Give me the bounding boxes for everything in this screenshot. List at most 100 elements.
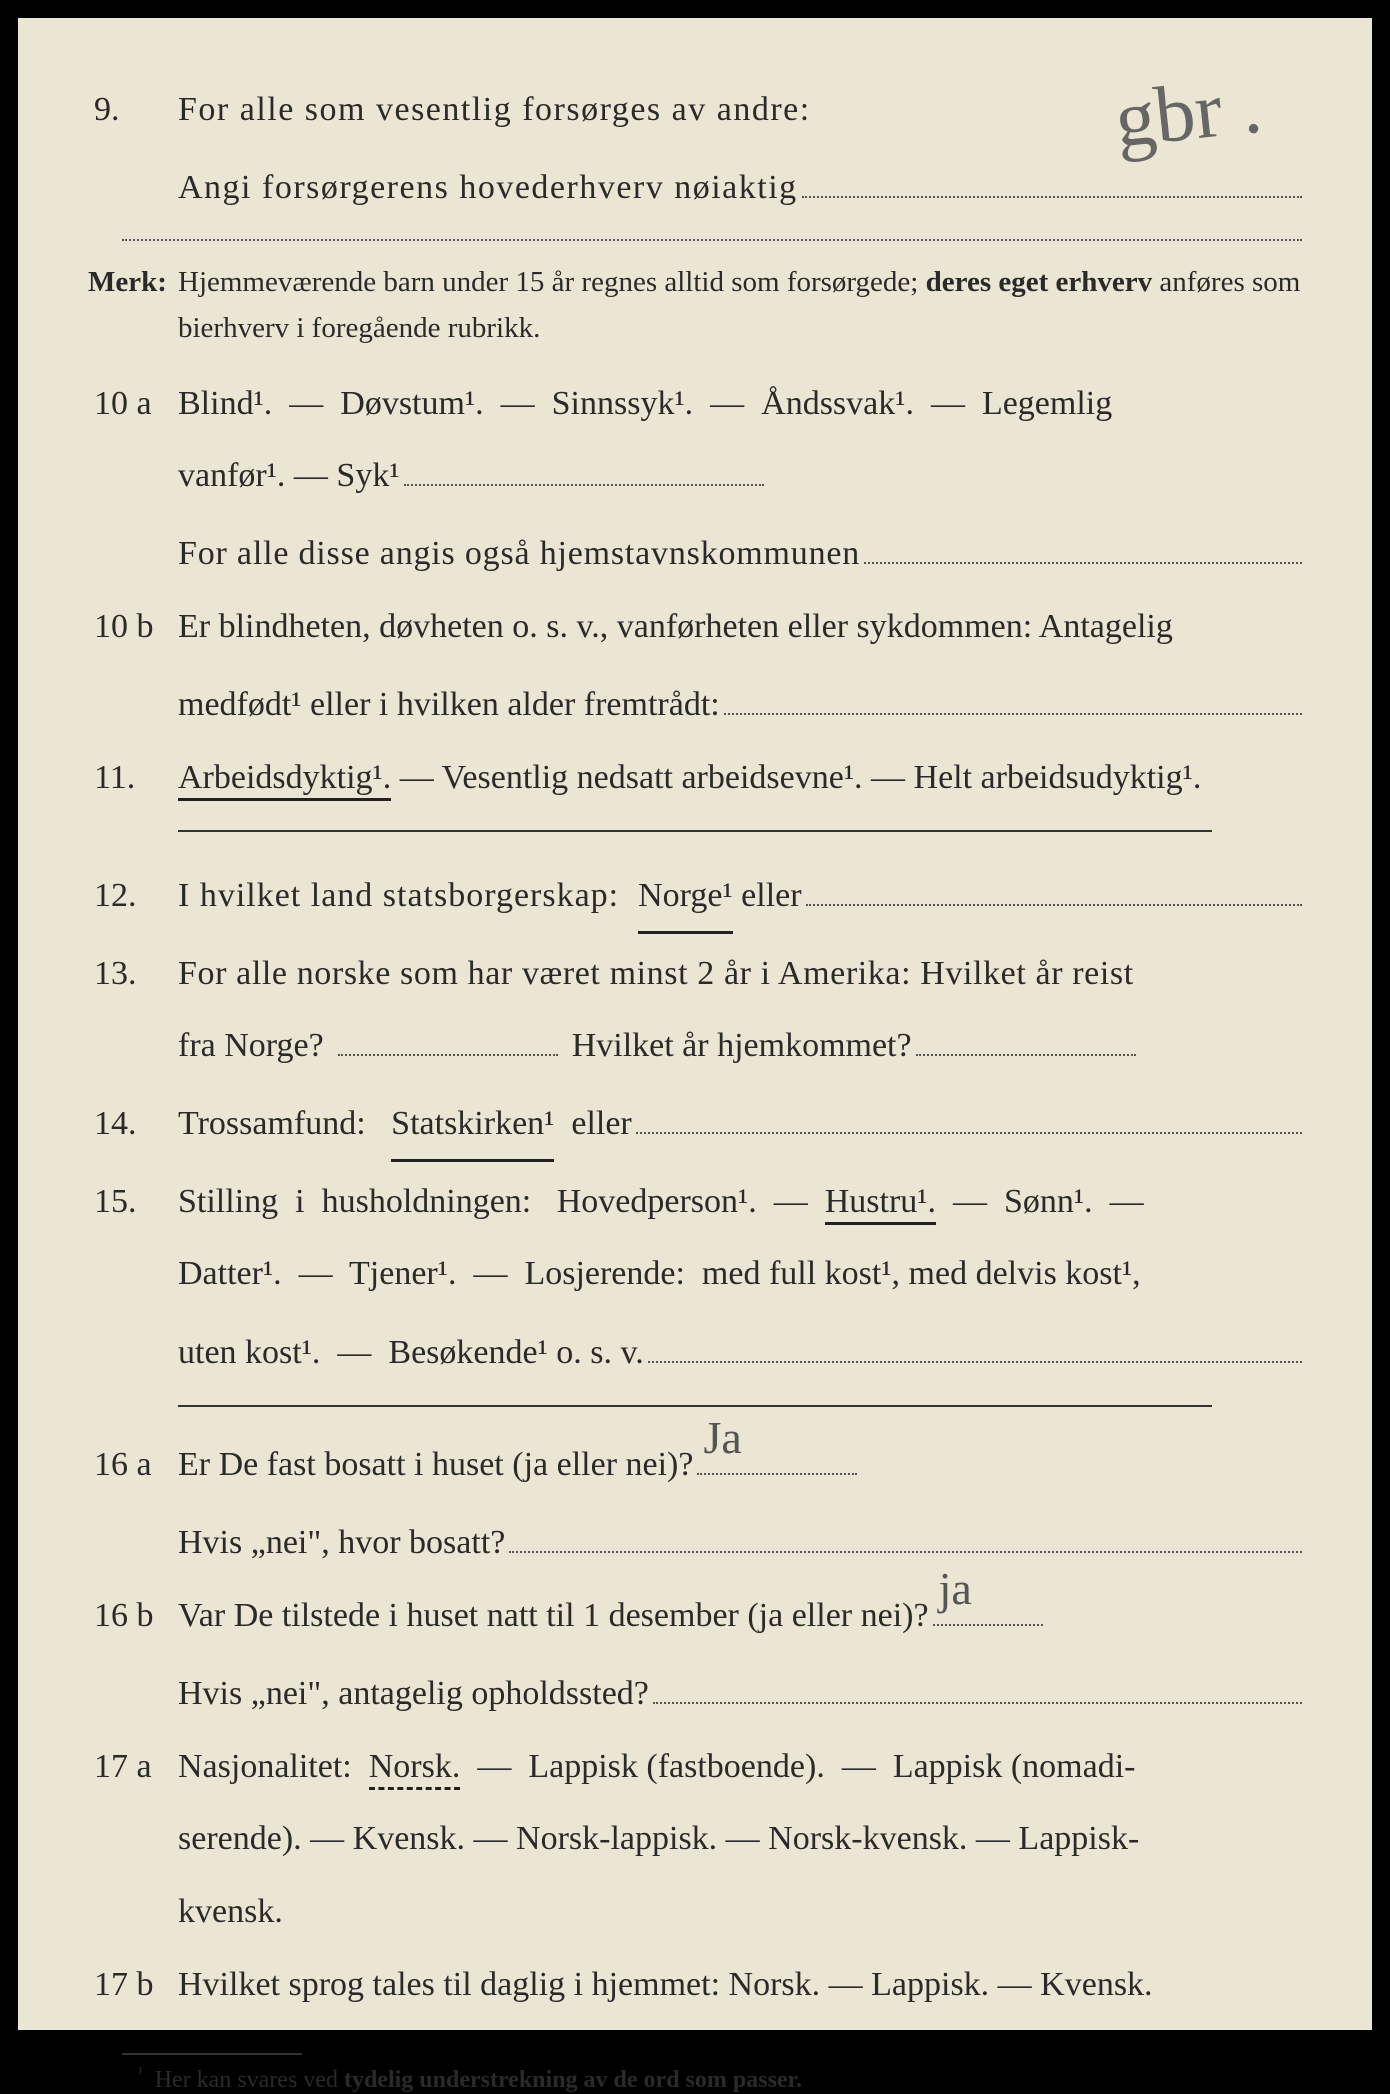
q16b-row1: 16 b Var De tilstede i huset natt til 1 …: [88, 1584, 1302, 1649]
q13-row2: fra Norge? Hvilket år hjemkommet?: [88, 1014, 1302, 1079]
q16a-handwritten: Ja: [703, 1394, 741, 1481]
q10b-number: 10 b: [88, 608, 178, 646]
q10a-row2: vanfør¹. — Syk¹: [88, 444, 1302, 509]
q9-handwritten-answer: gbr .: [1111, 61, 1266, 167]
divider-after-q15: [178, 1405, 1212, 1407]
q16b-fill1[interactable]: ja: [933, 1624, 1043, 1626]
q10b-row1: 10 b Er blindheten, døvheten o. s. v., v…: [88, 595, 1302, 660]
q15-line1: Stilling i husholdningen: Hovedperson¹. …: [178, 1170, 1302, 1235]
q14-fill[interactable]: [636, 1087, 1302, 1135]
q14-text: Trossamfund: Statskirken¹ eller: [178, 1087, 1302, 1162]
q16a-row1: 16 a Er De fast bosatt i huset (ja eller…: [88, 1433, 1302, 1498]
q15-line1-post: — Sønn¹. —: [936, 1183, 1144, 1220]
q14-pre: Trossamfund:: [178, 1092, 391, 1157]
q16b-line2: Hvis „nei", antagelig opholdssted?: [178, 1657, 1302, 1727]
q17a-line1-post: — Lappisk (fastboende). — Lappisk (nomad…: [460, 1748, 1135, 1785]
q11-row: 11. Arbeidsdyktig¹. — Vesentlig nedsatt …: [88, 746, 1302, 811]
q17a-line1: Nasjonalitet: Norsk. — Lappisk (fastboen…: [178, 1735, 1302, 1800]
q13-line2: fra Norge? Hvilket år hjemkommet?: [178, 1014, 1302, 1079]
q10a-fill1[interactable]: [404, 484, 764, 486]
merk-label: Merk:: [88, 266, 178, 299]
q15-underlined: Hustru¹.: [825, 1183, 936, 1225]
q11-underlined: Arbeidsdyktig¹.: [178, 759, 391, 801]
q9-fill-line[interactable]: [802, 151, 1302, 199]
q16a-line2-text: Hvis „nei", hvor bosatt?: [178, 1511, 505, 1576]
q12-row: 12. I hvilket land statsborgerskap: Norg…: [88, 858, 1302, 933]
q16b-line1-text: Var De tilstede i huset natt til 1 desem…: [178, 1584, 929, 1649]
q13-fill2[interactable]: [916, 1054, 1136, 1056]
q15-line3-text: uten kost¹. — Besøkende¹ o. s. v.: [178, 1321, 644, 1386]
q10a-line1: Blind¹. — Døvstum¹. — Sinnssyk¹. — Åndss…: [178, 372, 1302, 437]
q10a-row1: 10 a Blind¹. — Døvstum¹. — Sinnssyk¹. — …: [88, 372, 1302, 437]
q15-row1: 15. Stilling i husholdningen: Hovedperso…: [88, 1170, 1302, 1235]
q15-row2: Datter¹. — Tjener¹. — Losjerende: med fu…: [88, 1242, 1302, 1307]
q17a-line2: serende). — Kvensk. — Norsk-lappisk. — N…: [178, 1807, 1302, 1872]
q10a-line2: vanfør¹. — Syk¹: [178, 444, 1302, 509]
q15-line3: uten kost¹. — Besøkende¹ o. s. v.: [178, 1315, 1302, 1385]
q10a-row3: For alle disse angis også hjemstavnskomm…: [88, 517, 1302, 587]
footnote-bold: tydelig understrekning av de ord som pas…: [344, 2067, 802, 2093]
q9-line2-text: Angi forsørgerens hovederhverv nøiaktig: [178, 156, 798, 221]
q12-underlined: Norge¹: [638, 864, 733, 934]
merk-row: Merk: Hjemmeværende barn under 15 år reg…: [88, 259, 1302, 352]
q17a-row1: 17 a Nasjonalitet: Norsk. — Lappisk (fas…: [88, 1735, 1302, 1800]
q16b-row2: Hvis „nei", antagelig opholdssted?: [88, 1657, 1302, 1727]
footnote-pre: Her kan svares ved: [143, 2067, 344, 2093]
q10a-number: 10 a: [88, 385, 178, 423]
q14-number: 14.: [88, 1105, 178, 1143]
q13-line1: For alle norske som har været minst 2 år…: [178, 942, 1302, 1007]
q10b-line2-text: medfødt¹ eller i hvilken alder fremtrådt…: [178, 673, 720, 738]
q15-line2: Datter¹. — Tjener¹. — Losjerende: med fu…: [178, 1242, 1302, 1307]
q11-number: 11.: [88, 759, 178, 797]
q13-fill1[interactable]: [338, 1054, 558, 1056]
q16a-line1: Er De fast bosatt i huset (ja eller nei)…: [178, 1433, 1302, 1498]
q10b-line2: medfødt¹ eller i hvilken alder fremtrådt…: [178, 668, 1302, 738]
q16b-line1: Var De tilstede i huset natt til 1 desem…: [178, 1584, 1302, 1649]
q10b-line1: Er blindheten, døvheten o. s. v., vanfør…: [178, 595, 1302, 660]
q17a-pre: Nasjonalitet:: [178, 1748, 369, 1785]
q15-fill[interactable]: [648, 1315, 1302, 1363]
q14-underlined: Statskirken¹: [391, 1092, 554, 1162]
q16b-number: 16 b: [88, 1597, 178, 1635]
q17a-underlined: Norsk.: [369, 1748, 461, 1790]
divider-after-q9: [122, 239, 1302, 241]
q12-post: eller: [733, 864, 802, 929]
q16a-fill2[interactable]: [509, 1506, 1302, 1554]
q17a-number: 17 a: [88, 1748, 178, 1786]
q10a-line3: For alle disse angis også hjemstavnskomm…: [178, 517, 1302, 587]
q9-number: 9.: [88, 91, 178, 129]
q17b-text: Hvilket sprog tales til daglig i hjemmet…: [178, 1953, 1302, 2018]
divider-after-q11: [178, 830, 1212, 832]
q17b-row: 17 b Hvilket sprog tales til daglig i hj…: [88, 1953, 1302, 2018]
q16a-line2: Hvis „nei", hvor bosatt?: [178, 1506, 1302, 1576]
q10b-row2: medfødt¹ eller i hvilken alder fremtrådt…: [88, 668, 1302, 738]
q13-row1: 13. For alle norske som har været minst …: [88, 942, 1302, 1007]
footnote-rule: [122, 2053, 302, 2055]
q10a-line3-text: For alle disse angis også hjemstavnskomm…: [178, 522, 860, 587]
q17a-line3: kvensk.: [178, 1880, 1302, 1945]
q10a-fill2[interactable]: [864, 517, 1302, 565]
q13-line2a: fra Norge?: [178, 1014, 324, 1079]
q14-row: 14. Trossamfund: Statskirken¹ eller: [88, 1087, 1302, 1162]
q11-rest: — Vesentlig nedsatt arbeidsevne¹. — Helt…: [391, 759, 1201, 796]
merk-text: Hjemmeværende barn under 15 år regnes al…: [178, 259, 1302, 352]
q16b-fill2[interactable]: [653, 1657, 1302, 1705]
q16a-row2: Hvis „nei", hvor bosatt?: [88, 1506, 1302, 1576]
q16a-number: 16 a: [88, 1446, 178, 1484]
q12-number: 12.: [88, 877, 178, 915]
q15-row3: uten kost¹. — Besøkende¹ o. s. v.: [88, 1315, 1302, 1385]
q10b-fill[interactable]: [724, 668, 1302, 716]
q15-number: 15.: [88, 1183, 178, 1221]
q13-line2b: Hvilket år hjemkommet?: [572, 1014, 912, 1079]
q16b-handwritten: ja: [939, 1545, 972, 1632]
q16a-fill1[interactable]: Ja: [697, 1473, 857, 1475]
q12-fill[interactable]: [806, 858, 1302, 906]
q17a-row2: serende). — Kvensk. — Norsk-lappisk. — N…: [88, 1807, 1302, 1872]
q15-line1-pre: Stilling i husholdningen: Hovedperson¹. …: [178, 1183, 825, 1220]
q17a-row3: kvensk.: [88, 1880, 1302, 1945]
q16a-line1-text: Er De fast bosatt i huset (ja eller nei)…: [178, 1433, 693, 1498]
footnote: ¹ Her kan svares ved tydelig understrekn…: [138, 2065, 1302, 2094]
census-form-page: gbr . 9. For alle som vesentlig forsørge…: [18, 18, 1372, 2030]
q11-text: Arbeidsdyktig¹. — Vesentlig nedsatt arbe…: [178, 746, 1302, 811]
q12-pre: I hvilket land statsborgerskap:: [178, 864, 638, 929]
